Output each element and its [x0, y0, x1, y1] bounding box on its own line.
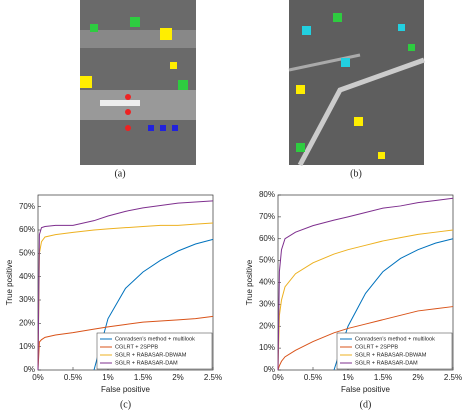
y-tick-label: 30% [259, 299, 275, 308]
y-tick-label: 60% [259, 234, 275, 243]
y-tick-label: 40% [259, 278, 275, 287]
y-tick-label: 20% [259, 321, 275, 330]
series-line [277, 306, 454, 371]
sar-image-a [80, 0, 196, 165]
series-line [277, 197, 454, 371]
x-axis-label: False positive [341, 385, 390, 394]
x-tick-label: 0.5% [304, 373, 322, 382]
series-line [93, 238, 214, 371]
x-axis-label: False positive [101, 385, 150, 394]
chart-caption: (d) [360, 399, 372, 410]
legend-label: CGLRT + 2SPPB [115, 344, 158, 350]
y-tick-label: 80% [259, 190, 275, 199]
y-axis-label: True positive [5, 259, 14, 305]
series-line [333, 238, 454, 371]
y-tick-label: 0% [263, 365, 275, 374]
x-tick-label: 0.5% [64, 373, 82, 382]
legend-label: Conradsen's method + multilook [115, 336, 195, 342]
legend-box [96, 332, 213, 370]
y-tick-label: 20% [19, 318, 35, 327]
y-tick-label: 60% [19, 225, 35, 234]
plot-frame [37, 194, 214, 371]
x-tick-label: 1.5% [374, 373, 392, 382]
chart-caption: (c) [120, 399, 131, 410]
series-line [277, 229, 454, 371]
legend-label: SGLR + RABASAR-DAM [115, 360, 178, 366]
y-tick-label: 70% [259, 212, 275, 221]
legend-label: SGLR + RABASAR-DAM [355, 360, 418, 366]
y-tick-label: 30% [19, 295, 35, 304]
caption: (b) [350, 168, 362, 179]
y-tick-label: 50% [19, 248, 35, 257]
x-tick-label: 0% [272, 373, 284, 382]
y-tick-label: 10% [19, 342, 35, 351]
legend-label: SGLR + RABASAR-DBWAM [115, 352, 187, 358]
series-line [37, 222, 214, 371]
x-tick-label: 1% [342, 373, 354, 382]
legend-box [336, 332, 453, 370]
x-tick-label: 1.5% [134, 373, 152, 382]
x-tick-label: 2% [172, 373, 184, 382]
y-tick-label: 40% [19, 272, 35, 281]
y-tick-label: 10% [259, 343, 275, 352]
x-tick-label: 2.5% [204, 373, 222, 382]
y-tick-label: 50% [259, 256, 275, 265]
legend-label: SGLR + RABASAR-DBWAM [355, 352, 427, 358]
legend-label: Conradsen's method + multilook [355, 336, 435, 342]
series-line [37, 200, 214, 371]
y-tick-label: 70% [19, 202, 35, 211]
x-tick-label: 2.5% [444, 373, 462, 382]
x-tick-label: 0% [32, 373, 44, 382]
sar-image-b [288, 0, 425, 167]
x-tick-label: 1% [102, 373, 114, 382]
y-tick-label: 0% [23, 365, 35, 374]
caption: (a) [114, 168, 125, 179]
y-axis-label: True positive [245, 259, 254, 305]
legend-label: CGLRT + 2SPPB [355, 344, 398, 350]
x-tick-label: 2% [412, 373, 424, 382]
series-line [37, 315, 214, 371]
